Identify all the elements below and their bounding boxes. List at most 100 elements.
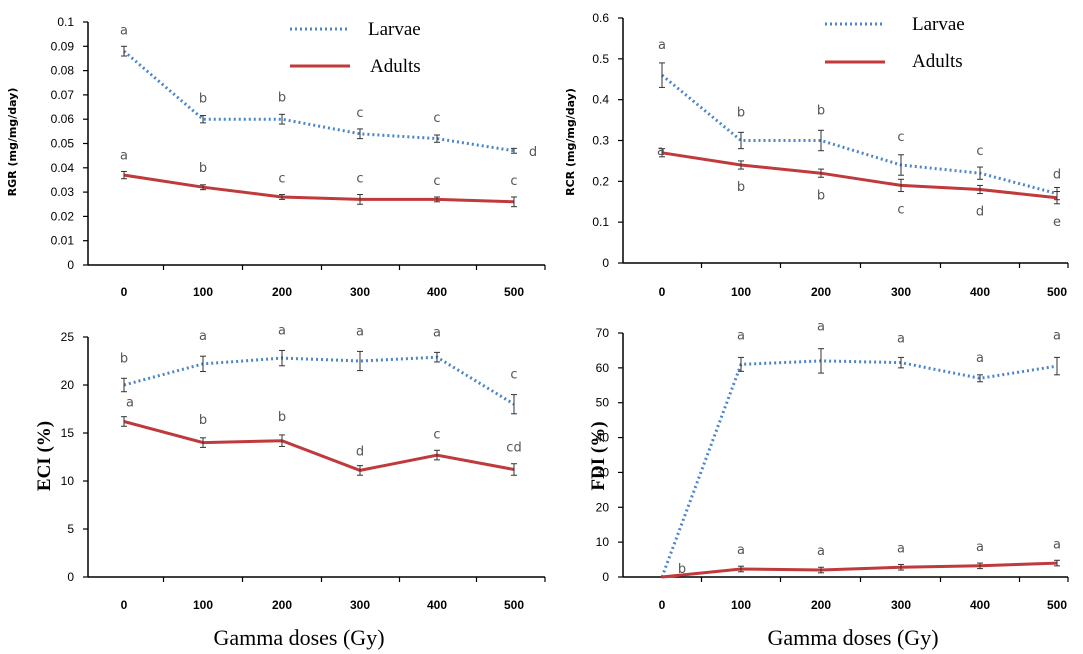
x-tick-label-rgr: 500 bbox=[504, 285, 524, 299]
significance-letter-adults-rcr: a bbox=[657, 144, 665, 159]
y-tick-label-fdi: 20 bbox=[596, 500, 610, 514]
x-tick-label-fdi: 0 bbox=[659, 598, 666, 612]
y-tick-label-fdi: 60 bbox=[596, 361, 610, 375]
y-axis-label-fdi: FDI (%) bbox=[588, 421, 609, 490]
significance-letter-adults-eci: d bbox=[356, 445, 364, 460]
legend-label-larvae-rgr: Larvae bbox=[368, 19, 421, 40]
y-axis-label-rgr: RGR (mg/mg/day) bbox=[6, 88, 19, 197]
significance-letter-adults-fdi: a bbox=[976, 540, 984, 555]
significance-letter-adults-eci: b bbox=[278, 410, 286, 425]
significance-letter-larvae-rcr: c bbox=[976, 144, 983, 159]
significance-letter-larvae-eci: c bbox=[510, 368, 517, 383]
series-line-larvae-eci bbox=[123, 355, 515, 406]
significance-letter-larvae-rgr: a bbox=[120, 23, 128, 38]
y-tick-label-eci: 0 bbox=[67, 570, 74, 584]
significance-letter-larvae-rgr: b bbox=[278, 90, 286, 105]
series-line-adults-fdi bbox=[661, 561, 1058, 579]
y-tick-label-rcr: 0.4 bbox=[592, 93, 609, 107]
significance-letter-adults-rcr: b bbox=[817, 188, 825, 203]
y-tick-label-fdi: 0 bbox=[602, 570, 609, 584]
significance-letter-adults-fdi: a bbox=[737, 543, 745, 558]
x-tick-label-eci: 300 bbox=[350, 598, 370, 612]
y-tick-label-eci: 15 bbox=[61, 426, 75, 440]
significance-letter-adults-rcr: e bbox=[1053, 215, 1061, 230]
significance-letter-adults-eci: b bbox=[199, 413, 207, 428]
significance-letter-larvae-rgr: c bbox=[433, 111, 440, 126]
x-tick-label-rcr: 100 bbox=[731, 285, 751, 299]
y-tick-label-rcr: 0.1 bbox=[592, 215, 609, 229]
y-tick-label-rgr: 0 bbox=[67, 258, 74, 272]
x-tick-label-fdi: 200 bbox=[811, 598, 831, 612]
x-tick-label-eci: 100 bbox=[193, 598, 213, 612]
series-line-larvae-fdi bbox=[660, 359, 1058, 578]
x-tick-label-rcr: 200 bbox=[811, 285, 831, 299]
significance-letter-adults-rgr: b bbox=[199, 161, 207, 176]
x-axis-label-fdi: Gamma doses (Gy) bbox=[767, 625, 938, 650]
significance-letter-adults-fdi: a bbox=[817, 544, 825, 559]
x-tick-label-rgr: 200 bbox=[272, 285, 292, 299]
y-axis-label-rcr: RCR (mg/mg/day) bbox=[564, 88, 577, 196]
y-tick-label-rgr: 0.09 bbox=[51, 39, 75, 53]
significance-letter-larvae-fdi: a bbox=[737, 328, 745, 343]
x-tick-label-rgr: 100 bbox=[193, 285, 213, 299]
y-tick-label-fdi: 70 bbox=[596, 326, 610, 340]
y-tick-label-rgr: 0.05 bbox=[51, 137, 75, 151]
significance-letter-larvae-rcr: c bbox=[897, 130, 904, 145]
significance-letter-adults-eci: cd bbox=[506, 441, 521, 456]
y-tick-label-eci: 5 bbox=[67, 522, 74, 536]
series-line-adults-rgr bbox=[123, 173, 515, 204]
significance-letter-adults-rgr: c bbox=[356, 172, 363, 187]
x-axis-label-eci: Gamma doses (Gy) bbox=[213, 625, 384, 650]
y-tick-label-rgr: 0.08 bbox=[51, 64, 75, 78]
x-tick-label-eci: 200 bbox=[272, 598, 292, 612]
significance-letter-larvae-rcr: d bbox=[1053, 167, 1061, 182]
significance-letter-larvae-fdi: a bbox=[1053, 328, 1061, 343]
y-tick-label-rcr: 0.2 bbox=[592, 174, 609, 188]
significance-letter-larvae-rgr: c bbox=[356, 106, 363, 121]
panel-rgr: RGR (mg/mg/day) Larvae Adults 0 0.01 0.02 0… bbox=[6, 15, 546, 299]
y-tick-label-eci: 10 bbox=[61, 474, 75, 488]
significance-letter-larvae-rcr: a bbox=[658, 38, 666, 53]
significance-letter-larvae-eci: a bbox=[356, 324, 364, 339]
significance-letter-adults-rcr: c bbox=[897, 203, 904, 218]
x-tick-label-eci: 0 bbox=[121, 598, 128, 612]
significance-letter-larvae-rcr: b bbox=[817, 103, 825, 118]
legend-label-adults-rgr: Adults bbox=[370, 56, 421, 77]
y-tick-label-rgr: 0.04 bbox=[51, 161, 75, 175]
legend-label-larvae-rcr: Larvae bbox=[912, 14, 965, 35]
significance-letter-adults-rgr: c bbox=[433, 174, 440, 189]
significance-letter-larvae-rcr: b bbox=[737, 105, 745, 120]
significance-letter-larvae-eci: a bbox=[199, 329, 207, 344]
significance-letter-larvae-rgr: d bbox=[529, 145, 537, 160]
y-tick-label-eci: 20 bbox=[61, 378, 75, 392]
significance-letter-adults-eci: c bbox=[433, 427, 440, 442]
legend-rcr: Larvae Adults bbox=[825, 14, 965, 72]
significance-letter-adults-fdi: a bbox=[897, 541, 905, 556]
significance-letter-larvae-eci: a bbox=[278, 323, 286, 338]
y-tick-label-rcr: 0.6 bbox=[592, 11, 609, 25]
series-line-larvae-rgr bbox=[123, 50, 515, 153]
x-tick-label-fdi: 500 bbox=[1047, 598, 1067, 612]
x-tick-label-rcr: 400 bbox=[970, 285, 990, 299]
significance-letter-adults-rcr: d bbox=[976, 205, 984, 220]
series-line-adults-rcr bbox=[661, 151, 1058, 200]
series-line-larvae-rcr bbox=[661, 74, 1058, 196]
x-tick-label-rcr: 0 bbox=[659, 285, 666, 299]
significance-letter-adults-fdi: b bbox=[678, 562, 686, 577]
significance-letter-larvae-eci: a bbox=[433, 325, 441, 340]
panel-rcr: RCR (mg/mg/day) Larvae Adults 0 0.1 0.2 0.3… bbox=[564, 11, 1069, 299]
y-tick-label-rgr: 0.07 bbox=[51, 88, 75, 102]
x-tick-label-rcr: 500 bbox=[1047, 285, 1067, 299]
y-tick-label-rgr: 0.1 bbox=[57, 15, 74, 29]
significance-letter-larvae-fdi: a bbox=[897, 331, 905, 346]
x-tick-label-rgr: 0 bbox=[121, 285, 128, 299]
x-tick-label-fdi: 100 bbox=[731, 598, 751, 612]
y-tick-label-fdi: 30 bbox=[596, 465, 610, 479]
x-tick-label-rgr: 400 bbox=[427, 285, 447, 299]
y-tick-label-fdi: 40 bbox=[596, 431, 610, 445]
legend-label-adults-rcr: Adults bbox=[912, 51, 963, 72]
significance-letter-adults-rgr: a bbox=[120, 148, 128, 163]
y-tick-label-rgr: 0.03 bbox=[51, 185, 75, 199]
y-tick-label-fdi: 50 bbox=[596, 396, 610, 410]
